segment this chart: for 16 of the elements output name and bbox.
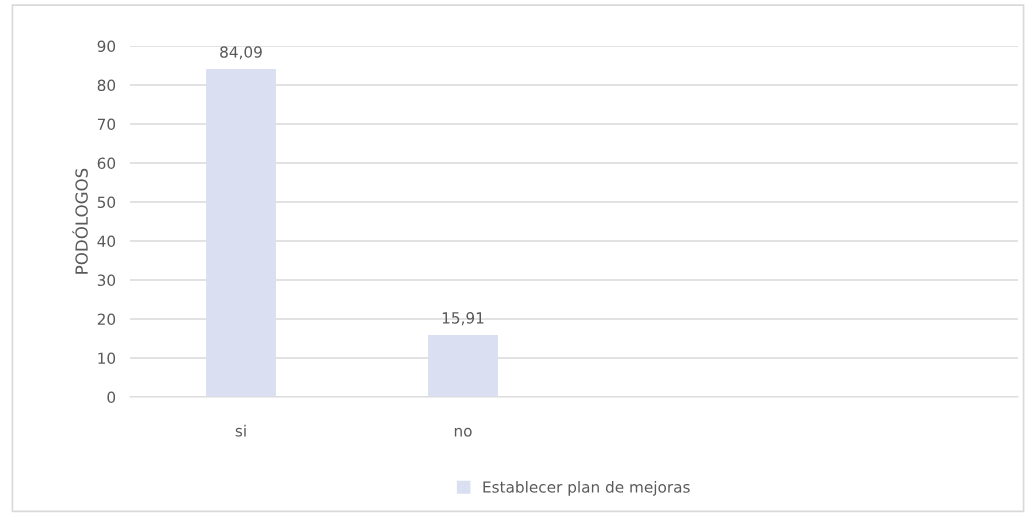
y-axis-title: PODÓLOGOS: [72, 168, 88, 274]
y-tick-label: 10: [98, 352, 116, 365]
y-tick-label: 30: [97, 274, 116, 287]
y-tick-label: 20: [97, 313, 116, 326]
legend-label: Establecer plan de mejoras: [483, 480, 690, 496]
y-tick-label: 90: [97, 40, 116, 53]
y-tick-label: 60: [97, 157, 116, 170]
y-tick-label: 50: [97, 196, 116, 209]
x-tick-label: si: [235, 424, 246, 437]
y-tick-label: 40: [97, 235, 116, 248]
y-tick-label: 0: [107, 391, 116, 404]
x-tick-label: no: [454, 427, 472, 437]
data-label: 84,09: [220, 46, 262, 60]
y-tick-label: 70: [97, 118, 116, 131]
data-label: 15,91: [442, 312, 484, 326]
y-tick-label: 80: [97, 79, 116, 92]
